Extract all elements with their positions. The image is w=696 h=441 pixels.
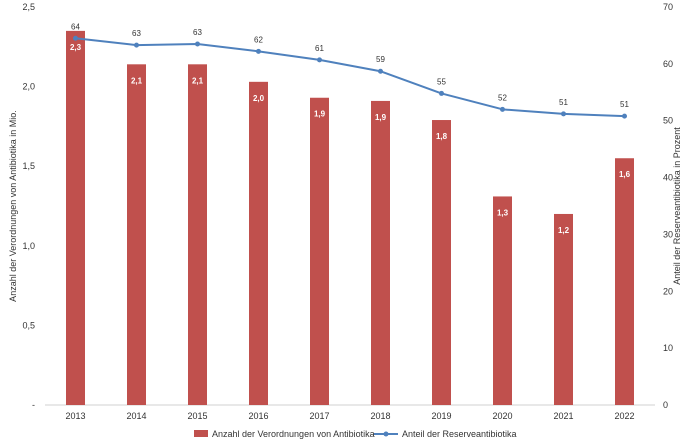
line-point	[195, 41, 200, 47]
y-left-tick-label: -	[32, 400, 35, 410]
y-right-tick-label: 40	[663, 173, 673, 183]
y-left-tick-label: 1,0	[22, 241, 35, 251]
labels-layer: 2,3 2,1 2,1 2,0 1,9 1,9 1,8 1,3 1,2 1,6 64 63 63 62 61…	[70, 22, 631, 235]
line-point	[256, 48, 261, 54]
y-right-tick-label: 60	[663, 59, 673, 69]
y-left-tick-label: 2,0	[22, 82, 35, 92]
line-data-label: 52	[498, 93, 507, 102]
x-tick-label: 2020	[492, 411, 512, 421]
bar-data-label: 1,9	[375, 113, 387, 122]
legend-label-line: Anteil der Reserveantibiotika	[402, 429, 517, 439]
legend-swatch-line-marker	[383, 431, 389, 437]
y-right-tick-label: 0	[663, 400, 668, 410]
bar-data-label: 1,8	[436, 132, 448, 141]
legend: Anzahl der Verordnungen von Antibiotika …	[194, 429, 517, 439]
bars-layer	[66, 30, 634, 406]
bar-data-label: 2,3	[70, 43, 82, 52]
line-data-label: 62	[254, 35, 263, 44]
bar	[66, 30, 85, 405]
line-point	[317, 57, 322, 63]
bar	[310, 97, 329, 405]
bar	[249, 81, 268, 405]
x-tick-label: 2015	[187, 411, 207, 421]
y-right-tick-label: 50	[663, 116, 673, 126]
bar-data-label: 1,9	[314, 110, 326, 119]
line-point	[439, 90, 444, 96]
line-point	[134, 42, 139, 48]
line-layer	[73, 35, 627, 119]
line-data-label: 51	[559, 98, 568, 107]
y-left-tick-label: 0,5	[22, 320, 35, 330]
legend-label-bars: Anzahl der Verordnungen von Antibiotika	[212, 429, 375, 439]
bar-data-label: 1,2	[558, 226, 570, 235]
y-right-tick-label: 70	[663, 2, 673, 12]
line-data-label: 63	[132, 29, 141, 38]
line-point	[622, 113, 627, 119]
line-data-label: 55	[437, 77, 446, 86]
x-tick-label: 2022	[614, 411, 634, 421]
y-right-tick-label: 20	[663, 286, 673, 296]
bar	[188, 64, 207, 405]
line-data-label: 61	[315, 44, 324, 53]
line-point	[378, 68, 383, 74]
line-data-label: 63	[193, 28, 202, 37]
line-point	[500, 106, 505, 112]
y-right-axis-title: Anteil der Reserveantibiotika in Prozent	[672, 127, 682, 285]
bar-data-label: 2,0	[253, 94, 265, 103]
y-right-tick-label: 10	[663, 343, 673, 353]
legend-swatch-bars	[194, 430, 208, 437]
bar-data-label: 1,6	[619, 170, 631, 179]
x-tick-label: 2014	[126, 411, 146, 421]
x-tick-label: 2017	[309, 411, 329, 421]
bar-data-label: 2,1	[192, 76, 204, 85]
x-tick-label: 2013	[65, 411, 85, 421]
bar-data-label: 1,3	[497, 208, 509, 217]
line-point	[561, 111, 566, 117]
series-line	[75, 37, 625, 118]
x-tick-label: 2016	[248, 411, 268, 421]
y-right-tick-label: 30	[663, 229, 673, 239]
axes-layer: - 0,5 1,0 1,5 2,0 2,5 0 10 20 30 40 50 60 70 2013 2014 2…	[22, 2, 673, 421]
bar	[127, 64, 146, 405]
bar	[615, 158, 634, 405]
x-tick-label: 2021	[553, 411, 573, 421]
bar-data-label: 2,1	[131, 76, 143, 85]
x-tick-label: 2019	[431, 411, 451, 421]
bar	[493, 196, 512, 405]
bar	[432, 120, 451, 406]
x-tick-label: 2018	[370, 411, 390, 421]
line-point	[73, 35, 78, 41]
line-data-label: 64	[71, 22, 80, 31]
y-left-axis-title: Anzahl der Verordnungen von Antibiotika …	[8, 110, 18, 302]
bar	[554, 213, 573, 405]
line-data-label: 51	[620, 100, 629, 109]
y-left-tick-label: 1,5	[22, 161, 35, 171]
y-left-tick-label: 2,5	[22, 2, 35, 12]
bar	[371, 100, 390, 405]
line-data-label: 59	[376, 55, 385, 64]
